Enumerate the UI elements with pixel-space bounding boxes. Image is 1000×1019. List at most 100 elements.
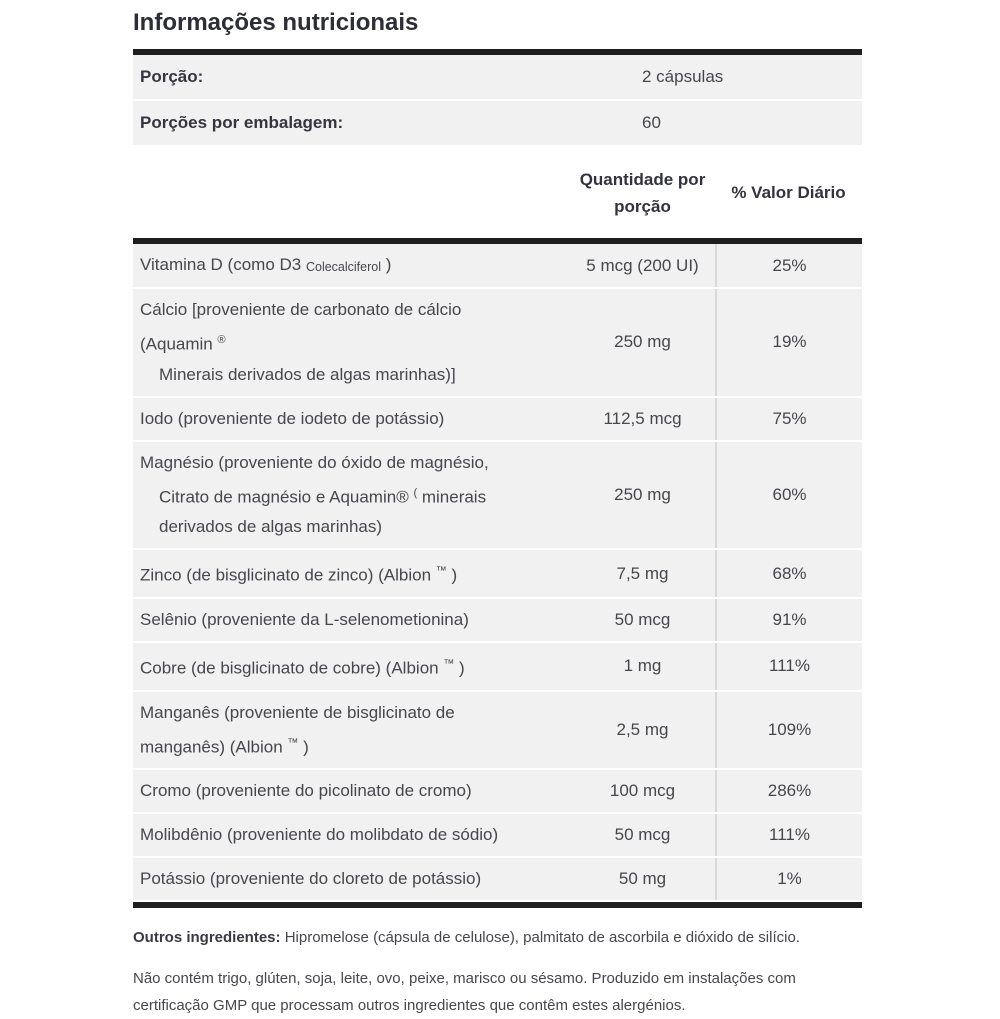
daily-value: 111%: [715, 642, 862, 690]
nutrient-name: Zinco (de bisglicinato de zinco) (Albion…: [133, 550, 570, 597]
text-segment: Zinco (de bisglicinato de zinco) (Albion: [140, 565, 436, 585]
nutrient-name: Magnésio (proveniente do óxido de magnés…: [133, 442, 570, 549]
amount-value: 50 mcg: [614, 609, 671, 629]
nutrient-name: Selênio (proveniente da L-selenometionin…: [133, 599, 570, 641]
servings-per-container-label: Porções por embalagem:: [140, 113, 344, 132]
amount-column-header: Quantidade por porção: [579, 169, 706, 216]
nutrient-name-line: (Aquamin ®: [140, 325, 570, 360]
table-row: Molibdênio (proveniente do molibdato de …: [133, 814, 862, 859]
nutrient-name-line: Cromo (proveniente do picolinato de crom…: [140, 776, 570, 806]
divider-bar-middle: [133, 238, 862, 244]
divider-bar-bottom: [133, 902, 862, 909]
amount-value: 5 mcg (200 UI): [586, 255, 699, 275]
nutrient-name-line: derivados de algas marinhas): [140, 512, 570, 542]
other-ingredients: Outros ingredientes: Hipromelose (cápsul…: [133, 926, 862, 950]
nutrient-name-line: Iodo (proveniente de iodeto de potássio): [140, 404, 570, 434]
table-row: Vitamina D (como D3 Colecalciferol ) 5 mc…: [133, 244, 862, 289]
text-segment: manganês) (Albion: [140, 737, 288, 757]
text-segment: Citrato de magnésio e Aquamin®: [159, 487, 414, 507]
nutrient-name-line: manganês) (Albion ™ ): [140, 728, 570, 763]
daily-value: 19%: [715, 289, 862, 396]
page-title: Informações nutricionais: [133, 9, 419, 36]
daily-value-column-header: % Valor Diário: [731, 182, 846, 202]
sup-segment: ®: [217, 334, 226, 346]
nutrient-name: Cálcio [proveniente de carbonato de cálc…: [133, 289, 570, 396]
nutrient-name-line: Zinco (de bisglicinato de zinco) (Albion…: [140, 556, 570, 591]
servings-per-container-row: Porções por embalagem: 60: [133, 101, 862, 147]
nutrient-name: Vitamina D (como D3 Colecalciferol ): [133, 244, 570, 287]
text-segment: Manganês (proveniente de bisglicinato de: [140, 702, 455, 722]
amount-value: 250 mg: [614, 332, 671, 352]
table-row: Potássio (proveniente do cloreto de potá…: [133, 858, 862, 903]
table-row: Selênio (proveniente da L-selenometionin…: [133, 598, 862, 643]
text-segment: ): [454, 658, 465, 678]
nutrient-name-line: Citrato de magnésio e Aquamin® ( minerai…: [140, 478, 570, 513]
text-segment: ): [446, 565, 458, 585]
text-segment: Cálcio [proveniente de carbonato de cálc…: [140, 300, 462, 319]
amount-value: 7,5 mg: [616, 563, 669, 583]
servings-per-container-value: 60: [642, 113, 661, 132]
table-row: Iodo (proveniente de iodeto de potássio)…: [133, 397, 862, 442]
nutrient-name: Iodo (proveniente de iodeto de potássio): [133, 398, 570, 440]
serving-size-value: 2 cápsulas: [642, 67, 724, 86]
text-segment: Iodo (proveniente de iodeto de potássio): [140, 408, 445, 428]
table-column-header: Quantidade por porção % Valor Diário: [133, 147, 862, 238]
nutrient-name-line: Potássio (proveniente do cloreto de potá…: [140, 864, 570, 894]
text-segment: minerais: [417, 487, 487, 507]
nutrition-facts-panel: Informações nutricionais Porção: 2 cápsu…: [133, 0, 862, 1019]
nutrient-name-line: Vitamina D (como D3 Colecalciferol ): [140, 250, 570, 281]
serving-size-row: Porção: 2 cápsulas: [133, 55, 862, 101]
nutrient-name: Cobre (de bisglicinato de cobre) (Albion…: [133, 643, 570, 690]
daily-value: 25%: [715, 244, 862, 287]
nutrient-name-line: Cobre (de bisglicinato de cobre) (Albion…: [140, 649, 570, 684]
table-row: Manganês (proveniente de bisglicinato de…: [133, 691, 862, 771]
nutrient-name-line: Cálcio [proveniente de carbonato de cálc…: [140, 295, 570, 325]
divider-bar-top: [133, 49, 862, 55]
table-row: Cálcio [proveniente de carbonato de cálc…: [133, 289, 862, 398]
daily-value: 60%: [715, 441, 862, 549]
nutrient-name: Potássio (proveniente do cloreto de potá…: [133, 858, 570, 900]
text-segment: Cromo (proveniente do picolinato de crom…: [140, 781, 472, 801]
text-segment: Magnésio (proveniente do óxido de magnés…: [140, 452, 489, 472]
text-segment: Selênio (proveniente da L-selenometionin…: [140, 609, 469, 629]
sup-segment: (: [413, 486, 418, 499]
amount-value: 50 mg: [618, 869, 667, 889]
sup-segment: ™: [435, 565, 447, 578]
text-segment: ): [298, 737, 309, 757]
serving-size-label: Porção:: [140, 67, 204, 86]
daily-value: 286%: [715, 770, 862, 813]
text-segment: Cobre (de bisglicinato de cobre) (Albion: [140, 658, 444, 678]
table-row: Cobre (de bisglicinato de cobre) (Albion…: [133, 642, 862, 692]
nutrient-name-line: Magnésio (proveniente do óxido de magnés…: [140, 448, 570, 478]
text-segment: (Aquamin: [140, 334, 218, 354]
table-row: Magnésio (proveniente do óxido de magnés…: [133, 441, 862, 551]
amount-value: 50 mcg: [614, 825, 671, 845]
amount-value: 2,5 mg: [616, 719, 669, 739]
sup-segment: ™: [287, 736, 299, 749]
text-segment: Vitamina D (como D3: [140, 255, 306, 274]
table-row: Cromo (proveniente do picolinato de crom…: [133, 770, 862, 815]
amount-value: 250 mg: [614, 484, 671, 504]
daily-value: 1%: [715, 858, 862, 901]
nutrient-name-line: Minerais derivados de algas marinhas)]: [140, 360, 570, 390]
amount-value: 1 mg: [623, 656, 662, 676]
amount-value: 112,5 mcg: [603, 408, 682, 428]
daily-value: 68%: [715, 550, 862, 597]
daily-value: 109%: [715, 691, 862, 769]
daily-value: 91%: [715, 598, 862, 641]
text-segment: Minerais derivados de algas marinhas)]: [159, 364, 456, 384]
nutrient-name: Cromo (proveniente do picolinato de crom…: [133, 770, 570, 812]
text-segment: ): [381, 255, 392, 274]
allergen-statement: Não contém trigo, glúten, soja, leite, o…: [133, 970, 796, 1015]
other-ingredients-label: Outros ingredientes:: [133, 929, 281, 947]
nutrient-name-line: Manganês (proveniente de bisglicinato de: [140, 698, 570, 728]
sup-segment: ™: [443, 657, 455, 670]
amount-value: 100 mcg: [609, 781, 676, 801]
daily-value: 111%: [715, 814, 862, 857]
daily-value: 75%: [715, 397, 862, 440]
nutrient-name: Manganês (proveniente de bisglicinato de…: [133, 692, 570, 769]
small-segment: Colecalciferol: [305, 260, 381, 274]
other-ingredients-text: Hipromelose (cápsula de celulose), palmi…: [280, 929, 800, 947]
nutrient-name-line: Molibdênio (proveniente do molibdato de …: [140, 820, 570, 850]
text-segment: Molibdênio (proveniente do molibdato de …: [140, 825, 499, 845]
